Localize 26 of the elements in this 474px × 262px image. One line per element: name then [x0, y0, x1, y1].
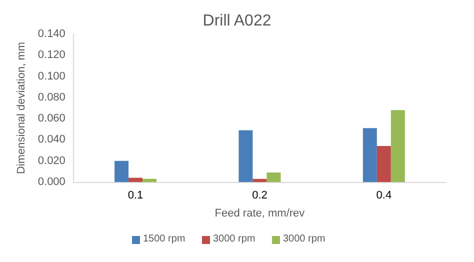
legend-label: 1500 rpm	[143, 234, 186, 244]
bar	[390, 110, 405, 182]
bar	[252, 178, 267, 182]
x-tick-label: 0.1	[128, 190, 144, 202]
x-tick-label: 0.4	[376, 190, 392, 202]
legend-label: 3000 rpm	[213, 234, 256, 244]
bar	[266, 172, 281, 182]
y-axis-title: Dimensional deviation, mm	[16, 42, 28, 174]
y-tick-label: 0.060	[38, 112, 66, 125]
y-tick-label: 0.120	[38, 49, 66, 62]
bar	[238, 130, 253, 182]
x-axis-title: Feed rate, mm/rev	[214, 208, 306, 220]
y-tick-label: 0.140	[38, 28, 66, 40]
y-tick-label: 0.080	[38, 91, 66, 104]
y-tick-label: 0.040	[38, 134, 66, 146]
bar	[114, 160, 129, 182]
bar	[362, 128, 377, 182]
bar	[142, 178, 157, 182]
x-tick-label: 0.2	[252, 190, 268, 202]
chart-title: Drill A022	[202, 12, 272, 30]
bar	[376, 146, 391, 182]
legend-label: 3000 rpm	[283, 234, 326, 244]
y-tick-label: 0.000	[38, 176, 66, 188]
bar	[128, 178, 143, 182]
y-tick-label: 0.100	[38, 70, 66, 82]
y-tick-label: 0.020	[38, 154, 66, 167]
